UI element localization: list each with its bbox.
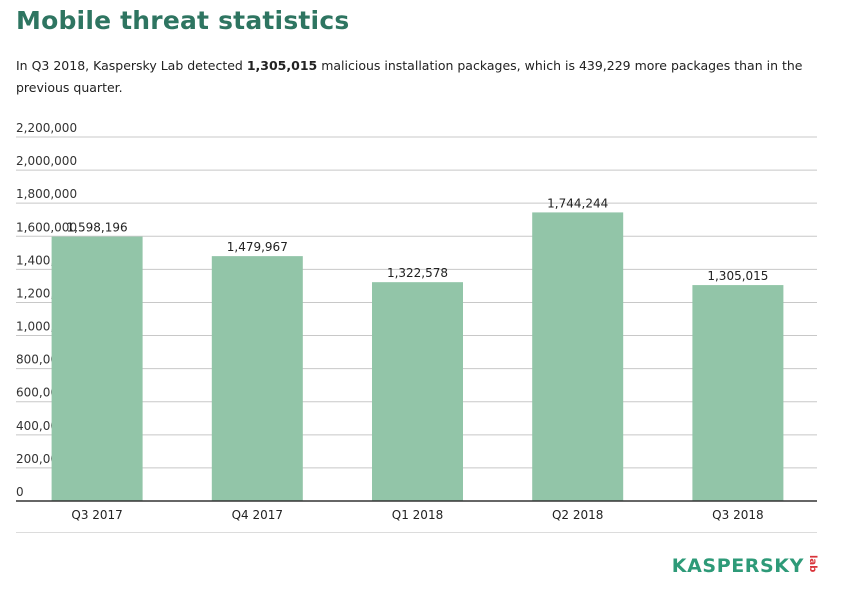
chart-title: Mobile threat statistics — [16, 6, 350, 35]
y-tick-label: 2,000,000 — [16, 154, 77, 168]
bar — [372, 282, 463, 501]
y-tick-label: 1,800,000 — [16, 187, 77, 201]
bar-chart: 0200,000400,000600,000800,0001,000,0001,… — [16, 121, 817, 522]
x-tick-label: Q3 2018 — [712, 508, 763, 522]
y-tick-label: 2,200,000 — [16, 121, 77, 135]
bar-value-label: 1,744,244 — [547, 196, 608, 210]
x-tick-label: Q4 2017 — [232, 508, 283, 522]
intro-highlight-value: 1,305,015 — [246, 58, 318, 73]
bar-value-label: 1,322,578 — [387, 266, 448, 280]
bar-value-label: 1,598,196 — [67, 221, 128, 235]
bar-value-label: 1,479,967 — [227, 240, 288, 254]
logo-wordmark: KASPERSKY — [671, 555, 804, 577]
bar — [51, 236, 143, 501]
y-tick-label: 1,600,000 — [16, 220, 77, 234]
x-tick-label: Q2 2018 — [552, 508, 603, 522]
intro-text-before: In Q3 2018, Kaspersky Lab detected — [16, 58, 247, 73]
intro-text: In Q3 2018, Kaspersky Lab detected 1,305… — [16, 55, 821, 99]
y-tick-label: 0 — [16, 485, 24, 499]
bar — [532, 212, 624, 501]
footer-divider — [16, 532, 817, 533]
bar — [692, 285, 784, 501]
kaspersky-lab-logo: KASPERSKY lab — [672, 553, 818, 581]
logo-lab-tag: lab — [807, 555, 818, 573]
bar — [211, 256, 303, 501]
x-tick-label: Q1 2018 — [392, 508, 443, 522]
x-tick-label: Q3 2017 — [71, 508, 122, 522]
intro-text-after: malicious installation packages, which i… — [16, 58, 803, 95]
bar-value-label: 1,305,015 — [707, 269, 768, 283]
